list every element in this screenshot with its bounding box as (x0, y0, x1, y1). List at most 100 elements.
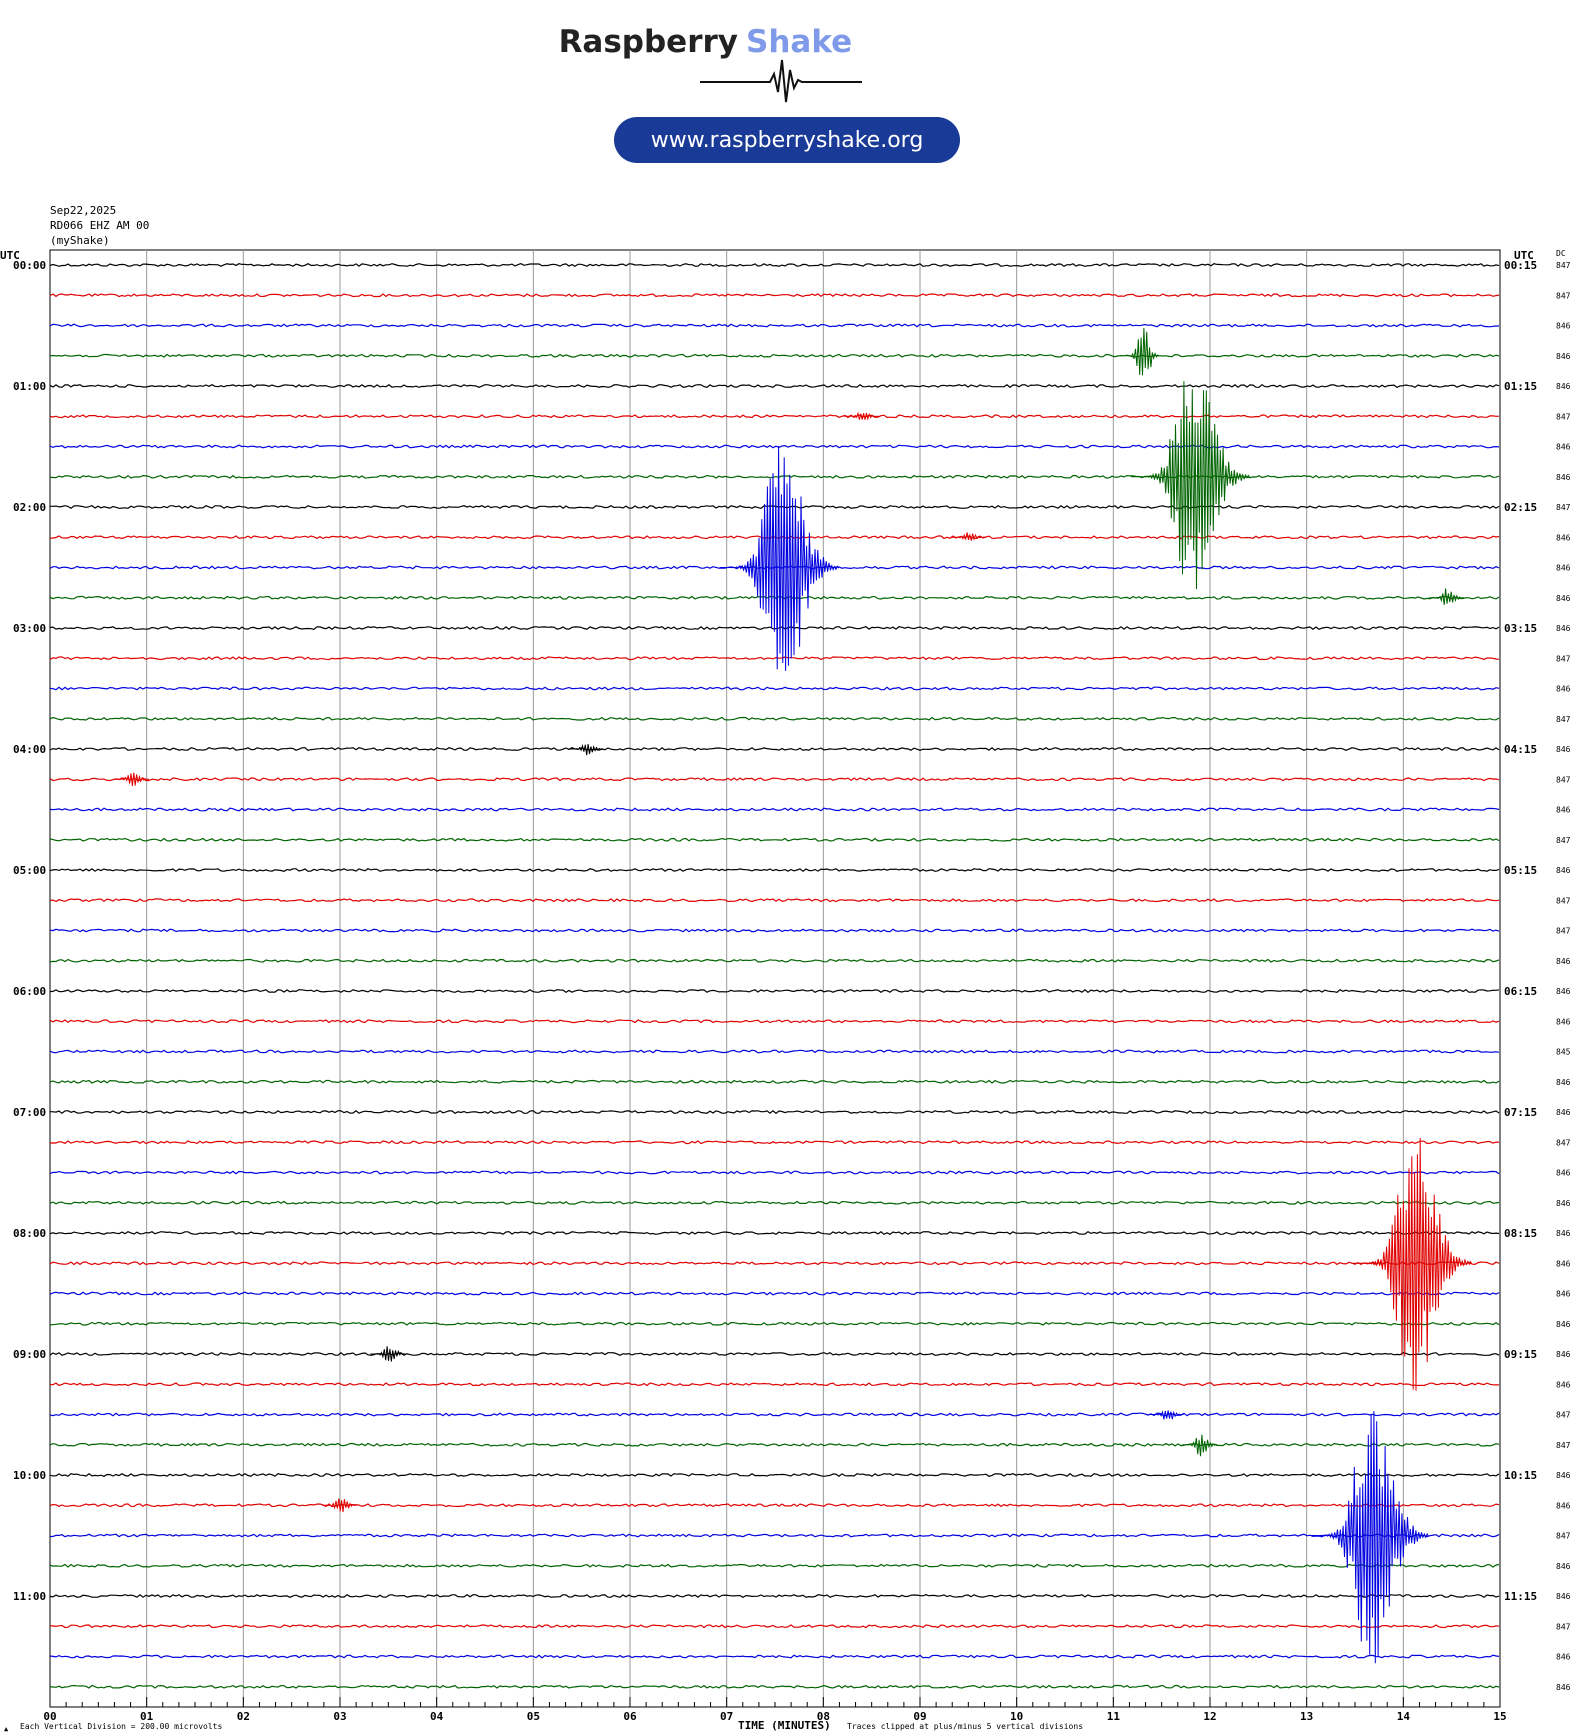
dc-value-label: 8470 (1556, 715, 1570, 724)
dc-value-label: 8472 (1556, 261, 1570, 270)
dc-value-label: 8469 (1556, 624, 1570, 633)
brand-word-shake: Shake (746, 24, 852, 60)
x-tick-label: 01 (140, 1710, 154, 1723)
trace-line (49, 1412, 1500, 1417)
x-tick-label: 12 (1203, 1710, 1216, 1723)
event-waveform (114, 772, 150, 786)
dc-value-label: 8469 (1556, 1169, 1570, 1178)
trace-line (49, 1654, 1500, 1659)
right-hour-label: 05:15 (1504, 864, 1537, 877)
trace-group (49, 263, 1500, 1689)
right-hour-label: 06:15 (1504, 985, 1537, 998)
x-tick-label: 06 (623, 1710, 637, 1723)
grid-lines (146, 250, 1404, 1707)
left-hour-label: 08:00 (13, 1227, 46, 1240)
logo: Raspberry Shake (559, 24, 862, 103)
trace-line (49, 686, 1500, 691)
dc-value-label: 8465 (1556, 564, 1570, 573)
left-hour-label: 05:00 (13, 864, 46, 877)
x-tick-label: 02 (237, 1710, 250, 1723)
trace-line (49, 777, 1500, 782)
left-hour-labels: 00:00 01:00 02:00 03:00 04:00 05:00 06:00 07:00… (13, 259, 46, 1603)
dc-value-label: 8471 (1556, 1622, 1570, 1631)
x-tick-label: 13 (1300, 1710, 1313, 1723)
footer-clip-note: Traces clipped at plus/minus 5 vertical … (847, 1722, 1083, 1731)
event-waveform (719, 445, 840, 671)
dc-value-label: 8466 (1556, 1320, 1570, 1329)
trace-line (49, 1200, 1500, 1205)
trace-line (49, 716, 1500, 721)
dc-value-label: 8475 (1556, 927, 1570, 936)
url-button[interactable]: www.raspberryshake.org (614, 117, 960, 163)
trace-line (49, 1442, 1500, 1447)
trace-line (50, 1624, 1500, 1629)
trace-line (49, 1019, 1500, 1024)
right-hour-label: 02:15 (1504, 501, 1537, 514)
left-hour-label: 09:00 (13, 1348, 46, 1361)
event-waveform (1352, 1137, 1473, 1391)
x-tick-label: 05 (527, 1710, 540, 1723)
chart-title-station: RD066 EHZ AM 00 (50, 219, 149, 232)
dc-value-label: 8466 (1556, 1501, 1570, 1510)
right-hour-label: 01:15 (1504, 380, 1537, 393)
trace-line (49, 444, 1500, 449)
trace-line (49, 1109, 1500, 1115)
trace-line (49, 323, 1499, 328)
trace-line (49, 988, 1500, 994)
dc-value-label: 8466 (1556, 382, 1570, 391)
x-axis: 00 01 02 03 04 05 06 07 08 09 10 11 12 13 14 15 (43, 1697, 1507, 1723)
dc-value-label: 8463 (1556, 1592, 1570, 1601)
left-hour-label: 11:00 (13, 1590, 46, 1603)
trace-line (49, 1472, 1500, 1478)
x-tick-label: 04 (430, 1710, 444, 1723)
chart-title-source: (myShake) (50, 234, 110, 247)
dc-value-label: 8471 (1556, 836, 1570, 845)
trace-line (49, 1382, 1499, 1387)
trace-line (49, 1503, 1500, 1508)
chart-title-block: Sep22,2025 RD066 EHZ AM 00 (myShake) (50, 204, 149, 247)
dc-value-label: 8463 (1556, 1653, 1570, 1662)
left-hour-label: 00:00 (13, 259, 46, 272)
x-tick-label: 15 (1493, 1710, 1506, 1723)
dc-value-label: 8469 (1556, 533, 1570, 542)
event-waveform (843, 411, 880, 421)
trace-line (49, 263, 1500, 268)
dc-value-label: 8470 (1556, 291, 1570, 300)
dc-value-label: 8470 (1556, 503, 1570, 512)
dc-value-label: 8472 (1556, 1138, 1570, 1147)
dc-value-label: 8466 (1556, 1078, 1570, 1087)
x-tick-label: 10 (1010, 1710, 1023, 1723)
dc-value-label: 8453 (1556, 1048, 1570, 1057)
right-hour-label: 07:15 (1504, 1106, 1537, 1119)
trace-line (49, 353, 1500, 358)
left-hour-label: 07:00 (13, 1106, 46, 1119)
right-hour-label: 08:15 (1504, 1227, 1537, 1240)
event-waveform (1130, 381, 1251, 590)
dc-value-label: 8464 (1556, 594, 1570, 603)
trace-line (49, 1291, 1500, 1296)
x-tick-label: 14 (1397, 1710, 1411, 1723)
dc-value-label: 8465 (1556, 866, 1570, 875)
trace-line (49, 1140, 1499, 1145)
event-group (114, 327, 1473, 1664)
dc-value-label: 8465 (1556, 1290, 1570, 1299)
trace-line (49, 293, 1500, 298)
trace-line (49, 1049, 1500, 1054)
left-hour-label: 06:00 (13, 985, 46, 998)
dc-value-label: 8466 (1556, 1471, 1570, 1480)
trace-line (49, 1261, 1500, 1266)
dc-value-label: 8465 (1556, 1017, 1570, 1026)
x-tick-label: 00 (43, 1710, 56, 1723)
dc-value-label: 8473 (1556, 775, 1570, 784)
dc-value-label: 8471 (1556, 654, 1570, 663)
dc-value-label: 8467 (1556, 745, 1570, 754)
left-hour-label: 04:00 (13, 743, 46, 756)
brand-word-raspberry: Raspberry (559, 24, 738, 60)
trace-line (49, 1563, 1500, 1568)
trace-line (49, 383, 1500, 389)
dc-value-label: 8463 (1556, 1259, 1570, 1268)
